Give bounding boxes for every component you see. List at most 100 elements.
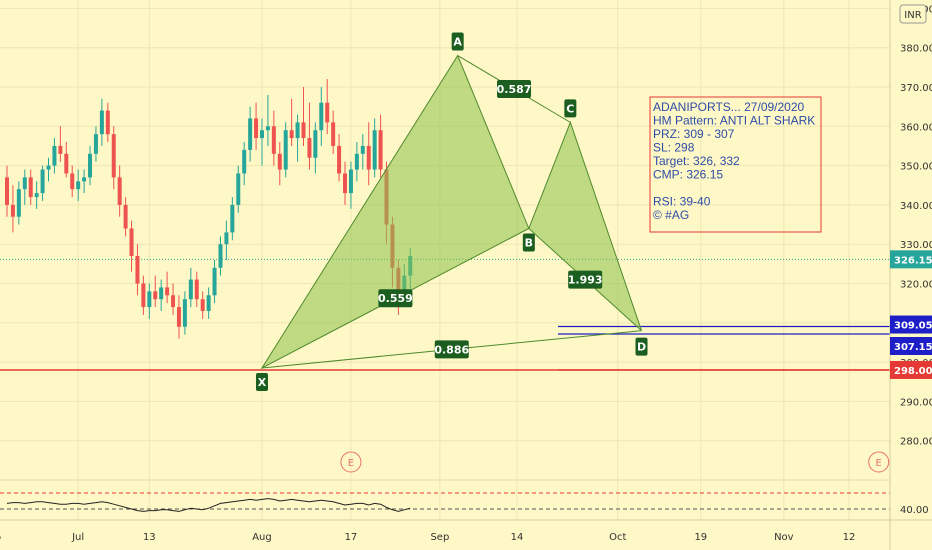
candle-body xyxy=(277,153,282,170)
candle xyxy=(16,181,21,225)
candle xyxy=(343,161,348,205)
point-label-text: A xyxy=(453,36,462,49)
candle xyxy=(271,110,276,166)
level-tag-bg xyxy=(890,315,932,334)
candle xyxy=(22,169,27,205)
level-tag: 307.15 xyxy=(890,337,932,356)
point-label-c: C xyxy=(564,99,577,118)
candle xyxy=(194,271,199,308)
candle-body xyxy=(22,177,27,190)
price-tick-label: 370.00 xyxy=(900,83,932,94)
rsi-line xyxy=(6,498,411,512)
candle-body xyxy=(313,130,318,158)
price-axis: 280.00290.00300.00310.00320.00330.00340.… xyxy=(889,0,932,550)
candle-body xyxy=(40,169,45,194)
candle-body xyxy=(259,130,264,139)
candle-body xyxy=(153,291,158,300)
candle xyxy=(242,142,247,186)
earnings-marker[interactable]: E xyxy=(340,451,362,473)
point-label-x: X xyxy=(255,372,268,391)
currency-badge-text: INR xyxy=(904,10,921,21)
candle-body xyxy=(182,299,187,327)
candle xyxy=(105,102,110,143)
point-label-text: C xyxy=(566,102,574,115)
annotation-line: PRZ: 309 - 307 xyxy=(653,127,735,141)
time-tick-label: Jul xyxy=(71,532,84,543)
candle xyxy=(337,134,342,182)
candle-body xyxy=(46,165,51,170)
earnings-marker[interactable]: E xyxy=(868,451,890,473)
candle xyxy=(319,87,324,146)
candle xyxy=(236,165,241,213)
point-label-text: B xyxy=(525,236,533,249)
candle xyxy=(331,110,336,154)
candle xyxy=(230,197,235,241)
candle-body xyxy=(16,189,21,217)
last-price-tag: 326.15 xyxy=(890,250,932,269)
time-tick-label: Sep xyxy=(430,532,449,543)
ratio-label-bg xyxy=(378,289,413,308)
candle-body xyxy=(348,169,353,194)
candle-body xyxy=(129,228,134,256)
candle xyxy=(5,165,9,217)
candle-body xyxy=(354,153,359,170)
harmonic-pattern: X A B C D 0.587 0.559 1.993 0.886 xyxy=(255,32,648,391)
candle-body xyxy=(366,145,371,170)
candle-body xyxy=(248,118,253,150)
candle-body xyxy=(58,145,63,154)
candle-body xyxy=(343,173,348,194)
earnings-label: E xyxy=(348,458,354,469)
candle-body xyxy=(147,291,152,308)
candle xyxy=(93,126,98,162)
candle xyxy=(129,220,134,272)
point-label-bg xyxy=(255,372,268,391)
candle-body xyxy=(200,299,205,312)
candle-body xyxy=(52,145,57,166)
price-tick-label: 340.00 xyxy=(900,201,932,212)
candle-body xyxy=(82,177,87,182)
earnings-circle xyxy=(868,451,890,473)
candle-body xyxy=(99,110,104,135)
level-tag-text: 307.15 xyxy=(894,342,932,353)
candles xyxy=(5,79,413,339)
candle xyxy=(248,106,253,162)
point-label-text: D xyxy=(637,341,646,354)
candle xyxy=(218,236,223,276)
candle-body xyxy=(289,130,294,139)
point-label-bg xyxy=(635,337,648,356)
last-price-tag-bg xyxy=(890,250,932,269)
candle-body xyxy=(188,279,193,300)
candle-body xyxy=(254,118,259,139)
point-label-b: B xyxy=(522,233,535,252)
candle-body xyxy=(135,255,140,284)
candle-body xyxy=(212,267,217,296)
last-price-tag-text: 326.15 xyxy=(894,255,932,266)
currency-badge[interactable]: INR xyxy=(899,4,927,24)
ratio-label-text: 0.559 xyxy=(378,292,413,305)
ratio-label: 0.587 xyxy=(497,79,531,98)
candle-body xyxy=(88,153,93,178)
candle-body xyxy=(10,204,15,217)
price-tick-label: 350.00 xyxy=(900,162,932,173)
annotation-border xyxy=(649,96,822,233)
annotation-line: HM Pattern: ANTI ALT SHARK xyxy=(653,114,815,128)
price-tick-label: 330.00 xyxy=(900,240,932,251)
level-tag: 298.00 xyxy=(890,360,932,379)
candle-body xyxy=(372,130,377,170)
ratio-label: 0.886 xyxy=(434,340,469,359)
time-tick-label: Aug xyxy=(252,532,272,543)
point-label-bg xyxy=(564,99,577,118)
candle xyxy=(366,122,371,186)
candle-body xyxy=(319,102,324,131)
candle-body xyxy=(242,149,247,174)
candle xyxy=(360,134,365,170)
pattern-triangle-bcd xyxy=(528,120,642,332)
candle xyxy=(123,197,128,237)
candle-body xyxy=(331,122,336,146)
point-label-bg xyxy=(522,233,535,252)
ratio-label-bg xyxy=(568,270,603,289)
time-axis: 15 Jul 13 Aug 17 Sep 14 Oct 19 Nov 12 xyxy=(0,519,932,543)
candle-body xyxy=(105,110,110,135)
